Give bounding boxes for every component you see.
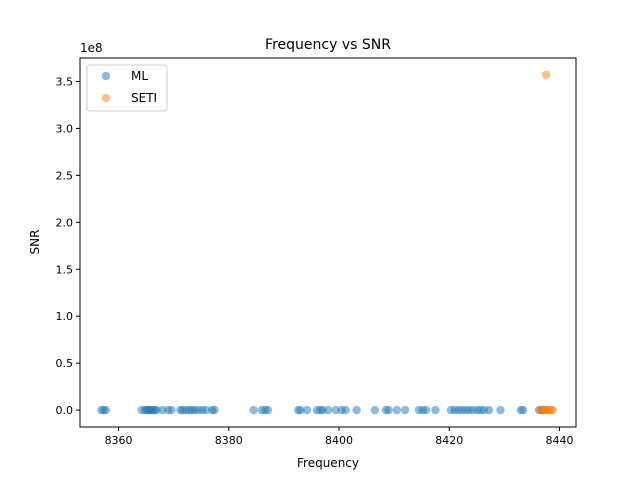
point-ml bbox=[167, 405, 176, 415]
y-axis-label: SNR bbox=[28, 230, 42, 255]
point-ml bbox=[392, 405, 402, 415]
y-tick-label: 3.0 bbox=[56, 122, 74, 135]
x-tick-label: 8380 bbox=[215, 434, 243, 447]
y-tick-label: 1.0 bbox=[56, 310, 74, 323]
x-axis-label: Frequency bbox=[297, 456, 359, 470]
point-ml bbox=[263, 405, 273, 415]
point-ml bbox=[302, 405, 312, 415]
point-ml bbox=[323, 405, 333, 415]
y-axis-offset-label: 1e8 bbox=[80, 41, 103, 55]
point-ml bbox=[331, 405, 340, 415]
x-tick-label: 8400 bbox=[325, 434, 353, 447]
y-tick-label: 2.0 bbox=[56, 216, 74, 229]
legend-label-seti: SETI bbox=[131, 91, 157, 105]
point-ml bbox=[296, 405, 305, 415]
point-ml bbox=[518, 405, 528, 415]
plot-frame bbox=[79, 57, 577, 428]
legend-label-ml: ML bbox=[131, 69, 148, 83]
point-seti bbox=[542, 70, 551, 80]
point-ml bbox=[496, 405, 505, 415]
point-ml bbox=[152, 405, 161, 415]
point-ml bbox=[484, 405, 494, 415]
point-ml bbox=[384, 405, 393, 415]
y-tick-label: 0.0 bbox=[56, 404, 74, 417]
x-tick-label: 8360 bbox=[105, 434, 133, 447]
y-tick-label: 1.5 bbox=[56, 263, 74, 276]
point-ml bbox=[202, 405, 211, 415]
x-tick-label: 8420 bbox=[435, 434, 463, 447]
x-tick-label: 8440 bbox=[545, 434, 573, 447]
y-tick-label: 2.5 bbox=[56, 169, 74, 182]
point-ml bbox=[421, 405, 431, 415]
chart-title: Frequency vs SNR bbox=[265, 37, 391, 53]
point-ml bbox=[352, 405, 361, 415]
point-ml bbox=[400, 405, 410, 415]
point-ml bbox=[249, 405, 258, 415]
legend-marker-ml bbox=[101, 71, 111, 81]
point-ml bbox=[101, 405, 111, 415]
point-ml bbox=[370, 405, 380, 415]
point-ml bbox=[341, 405, 350, 415]
point-seti bbox=[548, 405, 558, 415]
point-ml bbox=[431, 405, 440, 415]
legend-marker-seti bbox=[101, 93, 111, 103]
y-tick-label: 3.5 bbox=[56, 75, 74, 88]
legend: ML SETI bbox=[86, 64, 168, 112]
point-ml bbox=[210, 405, 219, 415]
y-tick-label: 0.5 bbox=[56, 357, 74, 370]
